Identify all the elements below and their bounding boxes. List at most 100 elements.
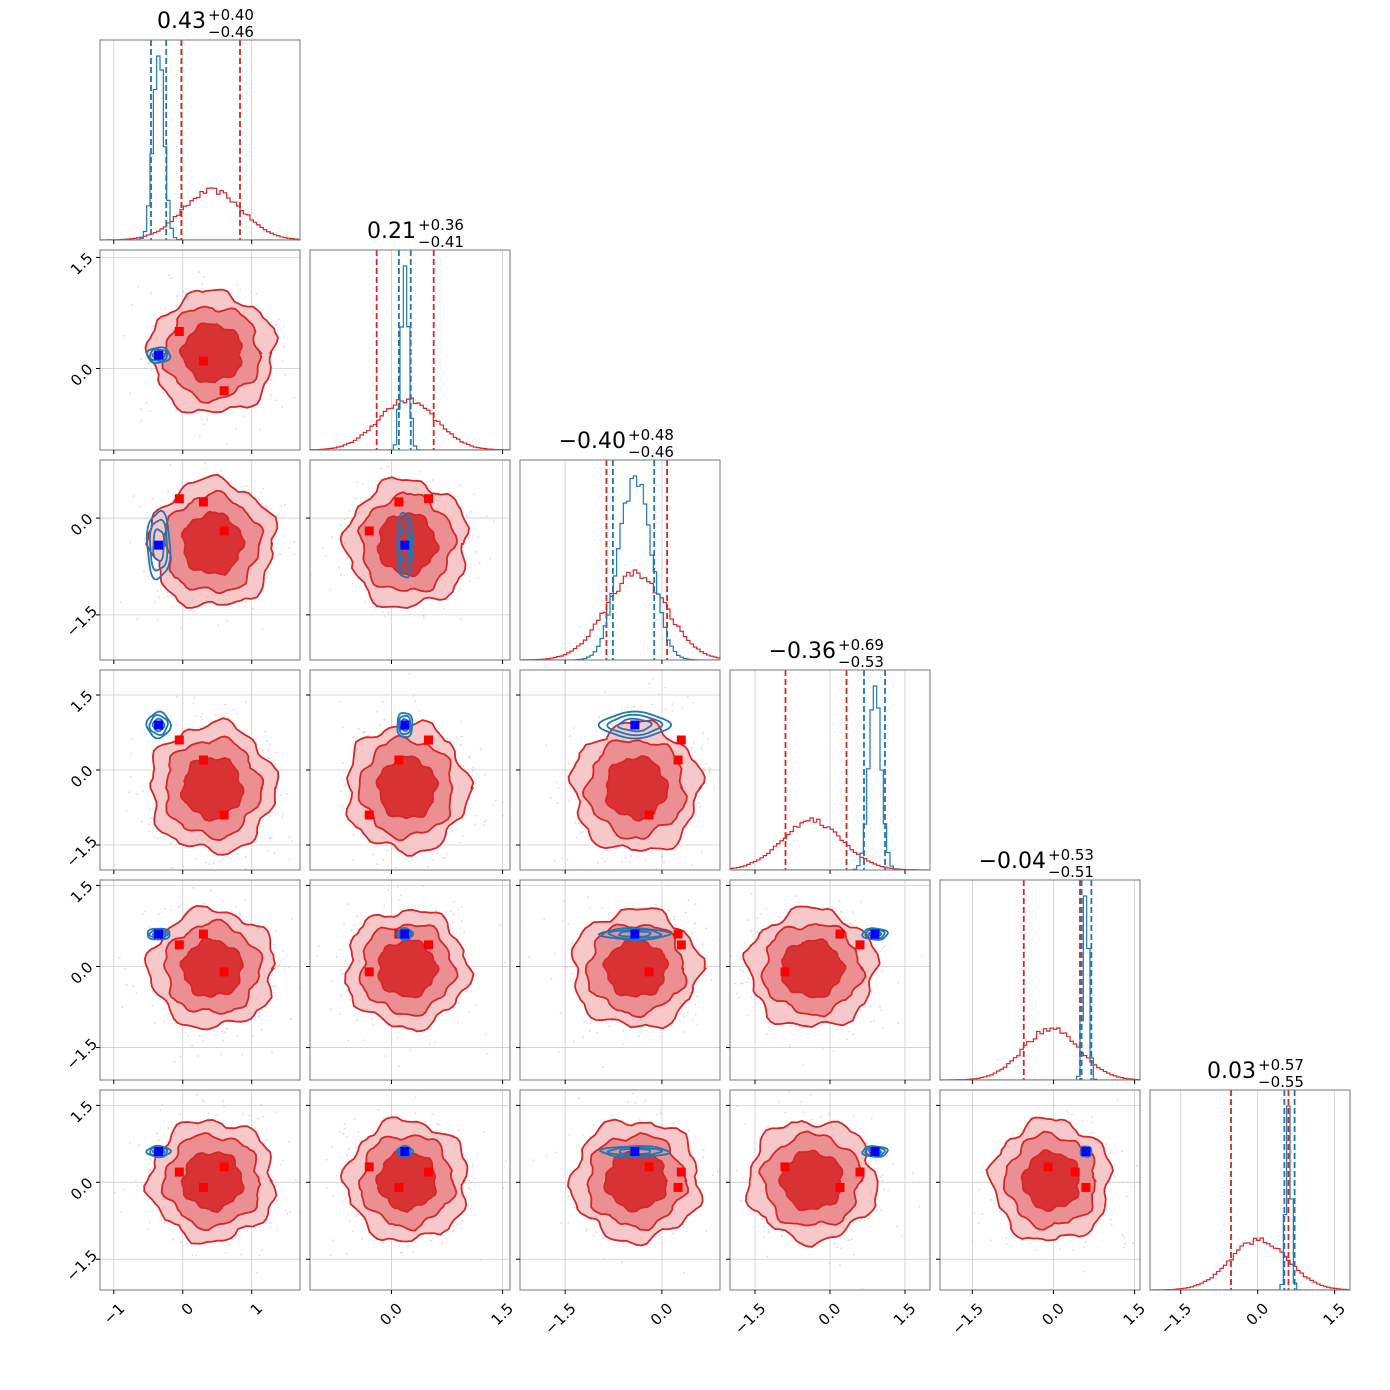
sample-point [469,1189,472,1191]
sample-point [420,903,423,906]
y-tick-label: 0.0 [67,510,97,540]
sample-point [881,1027,884,1030]
sample-point [513,511,515,513]
sample-point [977,1222,980,1224]
panel-3-0: −1.5 0.0 1.5 [63,669,301,874]
sample-point [767,1231,770,1234]
sample-point [266,740,269,743]
sample-point [282,1159,285,1162]
sample-point [471,766,474,769]
sample-point [293,541,296,544]
sample-point [362,1039,365,1042]
sample-point [802,1064,805,1067]
panel-5-0: −1 0 1 −1.5 0.0 1.5 [63,1089,302,1328]
sample-point [261,308,264,311]
blue-contour-level-0 [618,1148,651,1155]
sample-point [839,1247,842,1250]
sample-point [293,396,296,399]
sample-point [409,1048,412,1051]
panel-frame [519,1089,721,1291]
red-marker [174,735,184,745]
sample-point [236,1035,239,1038]
sample-point [1110,1224,1113,1227]
sample-point [702,1155,705,1158]
sample-point [597,886,599,888]
blue-contour-level-0 [618,930,652,938]
sample-point [678,1019,681,1022]
sample-point [136,1184,139,1187]
x-tick-label: 0.0 [1038,1300,1068,1330]
sample-point [293,553,296,556]
sample-point [217,624,220,627]
sample-point [139,408,142,411]
sample-point [156,618,159,621]
sample-point [998,1210,1001,1213]
x-tick-label: 0.0 [376,1300,406,1330]
sample-point [220,1053,223,1056]
sample-point [329,1254,332,1257]
sample-point [380,467,383,470]
sample-point [131,303,134,306]
sample-point [545,744,547,747]
sample-point [304,1233,306,1235]
sample-point [789,1045,791,1048]
sample-point [129,775,132,778]
panel-4-2 [516,879,721,1084]
sample-point [233,708,236,711]
sample-point [148,926,151,929]
red-marker [673,929,683,939]
sample-point [734,982,737,985]
sample-point [255,1271,258,1274]
sample-point [870,1117,873,1120]
sample-point [347,797,349,799]
blue-marker [630,1147,640,1157]
red-marker [1043,1162,1053,1172]
sample-point [445,852,448,855]
sample-point [182,291,185,293]
sample-point [658,693,660,695]
sample-point [371,853,374,856]
sample-point [475,1004,478,1006]
sample-point [300,1180,302,1182]
blue-marker [154,350,164,360]
sample-point [479,748,482,750]
red-marker [174,326,184,336]
sample-point [263,389,266,392]
sample-point [833,1242,836,1245]
x-tick-label: −1.5 [948,1300,986,1338]
sample-point [386,893,388,895]
title-median: −0.40 [559,429,626,454]
sample-point [577,1097,580,1100]
sample-point [411,1250,414,1253]
sample-point [460,505,463,508]
sample-point [737,997,740,999]
sample-point [475,814,478,817]
y-tick-label: −1.5 [63,1035,101,1073]
sample-point [696,1023,699,1026]
sample-point [398,888,400,890]
sample-point [1005,1243,1008,1245]
red-marker [219,526,229,536]
sample-point [149,410,152,413]
sample-point [571,1076,573,1078]
sample-point [649,851,652,854]
title-plus: +0.40 [208,6,254,24]
sample-point [1090,1116,1093,1119]
sample-point [783,1099,785,1101]
sample-point [284,373,287,376]
sample-point [424,1120,427,1123]
sample-point [356,480,359,483]
x-tick-label: −1.5 [541,1300,579,1338]
sample-point [220,1030,223,1033]
sample-point [730,954,732,957]
sample-point [148,830,151,833]
panel-frame [99,1089,301,1291]
sample-point [150,369,153,371]
sample-point [461,919,463,922]
sample-point [236,712,239,715]
sample-point [214,1118,217,1120]
sample-point [245,485,248,488]
sample-point [561,857,564,859]
sample-point [202,275,205,278]
sample-point [1122,1246,1125,1249]
